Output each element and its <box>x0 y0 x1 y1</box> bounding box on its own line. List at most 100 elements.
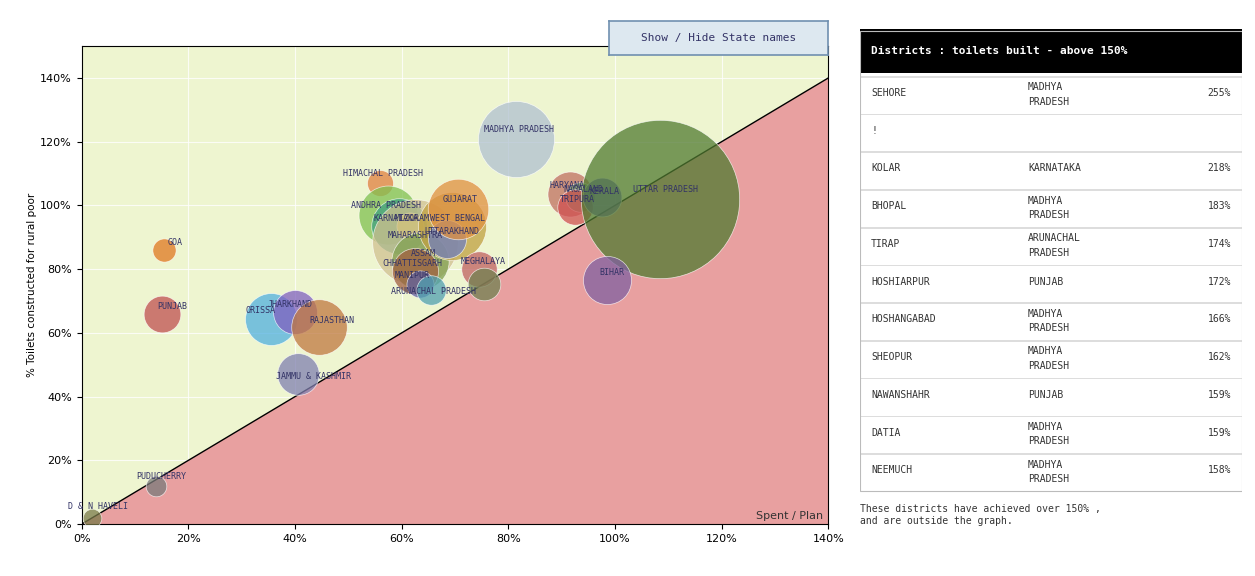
Text: MADHYA: MADHYA <box>1028 422 1063 432</box>
FancyBboxPatch shape <box>860 453 1242 455</box>
Text: RAJASTHAN: RAJASTHAN <box>310 316 355 325</box>
FancyBboxPatch shape <box>860 227 1242 229</box>
Text: !: ! <box>871 126 877 136</box>
Text: SEHORE: SEHORE <box>871 88 906 98</box>
Text: MADHYA: MADHYA <box>1028 347 1063 357</box>
Text: 158%: 158% <box>1207 465 1231 475</box>
Text: ASSAM: ASSAM <box>410 249 435 258</box>
Text: PUNJAB: PUNJAB <box>1028 276 1063 287</box>
Text: HIMACHAL PRADESH: HIMACHAL PRADESH <box>343 169 423 179</box>
Point <box>474 279 494 288</box>
Text: PRADESH: PRADESH <box>1028 474 1069 484</box>
Point <box>261 314 281 323</box>
Point <box>410 257 430 266</box>
Text: PUDUCHERRY: PUDUCHERRY <box>137 472 187 481</box>
FancyBboxPatch shape <box>860 189 1242 191</box>
FancyBboxPatch shape <box>860 340 1242 342</box>
Text: KARNATAKA: KARNATAKA <box>374 214 419 223</box>
Text: UTTAR PRADESH: UTTAR PRADESH <box>633 185 698 194</box>
Text: KERALA: KERALA <box>590 187 619 196</box>
Text: 174%: 174% <box>1207 239 1231 249</box>
Text: PUNJAB: PUNJAB <box>1028 390 1063 400</box>
Text: SHEOPUR: SHEOPUR <box>871 352 912 362</box>
Text: PRADESH: PRADESH <box>1028 361 1069 371</box>
Point <box>154 245 174 255</box>
Text: These districts have achieved over 150% ,
and are outside the graph.: These districts have achieved over 150% … <box>860 504 1101 526</box>
Text: 162%: 162% <box>1207 352 1231 362</box>
Y-axis label: % Toilets constructed for rural poor: % Toilets constructed for rural poor <box>28 193 38 377</box>
Text: NEEMUCH: NEEMUCH <box>871 465 912 475</box>
Text: JAMMU & KASHMIR: JAMMU & KASHMIR <box>276 372 351 381</box>
Point <box>565 202 585 211</box>
FancyBboxPatch shape <box>860 151 1242 153</box>
Text: 255%: 255% <box>1207 88 1231 98</box>
Point <box>437 234 457 244</box>
Text: PRADESH: PRADESH <box>1028 97 1069 107</box>
Point <box>591 193 611 202</box>
Text: ARUNACHAL: ARUNACHAL <box>1028 233 1081 243</box>
Point <box>650 195 670 204</box>
Text: KARNATAKA: KARNATAKA <box>1028 164 1081 173</box>
Point <box>285 308 305 317</box>
FancyBboxPatch shape <box>860 264 1242 266</box>
FancyBboxPatch shape <box>860 378 1242 380</box>
Text: 172%: 172% <box>1207 276 1231 287</box>
Text: 166%: 166% <box>1207 314 1231 324</box>
Text: NAWANSHAHR: NAWANSHAHR <box>871 390 930 400</box>
Text: MADHYA: MADHYA <box>1028 309 1063 319</box>
Point <box>287 370 307 379</box>
Text: Show / Hide State names: Show / Hide State names <box>641 33 796 43</box>
FancyBboxPatch shape <box>860 76 1242 78</box>
FancyBboxPatch shape <box>860 302 1242 304</box>
Text: Districts : toilets built - above 150%: Districts : toilets built - above 150% <box>871 46 1128 56</box>
FancyBboxPatch shape <box>860 29 1242 73</box>
Text: ARUNACHAL PRADESH: ARUNACHAL PRADESH <box>392 287 476 295</box>
Text: MADHYA PRADESH: MADHYA PRADESH <box>484 125 553 134</box>
Text: HOSHANGABAD: HOSHANGABAD <box>871 314 936 324</box>
Text: PUNJAB: PUNJAB <box>157 302 187 310</box>
Point <box>570 193 590 202</box>
Point <box>405 266 425 275</box>
Text: GUJARAT: GUJARAT <box>443 195 478 204</box>
Text: HOSHIARPUR: HOSHIARPUR <box>871 276 930 287</box>
Point <box>152 309 172 319</box>
Point <box>399 222 419 231</box>
Text: MADHYA: MADHYA <box>1028 460 1063 469</box>
Text: BIHAR: BIHAR <box>600 268 625 277</box>
Point <box>405 237 425 247</box>
Text: HARYANA: HARYANA <box>550 181 585 191</box>
Text: MADHYA: MADHYA <box>1028 82 1063 92</box>
Text: JHARKHAND: JHARKHAND <box>267 300 312 309</box>
Text: Spent / Plan: Spent / Plan <box>756 511 823 521</box>
Text: MEGHALAYA: MEGHALAYA <box>461 257 506 266</box>
Text: MIZORAM: MIZORAM <box>395 214 429 223</box>
Text: TRIPURA: TRIPURA <box>560 195 595 204</box>
Point <box>309 322 329 331</box>
Text: PRADESH: PRADESH <box>1028 323 1069 333</box>
Text: WEST BENGAL: WEST BENGAL <box>430 214 486 223</box>
Point <box>597 276 617 285</box>
Text: TIRAP: TIRAP <box>871 239 901 249</box>
Text: PRADESH: PRADESH <box>1028 248 1069 257</box>
Point <box>370 179 390 188</box>
Text: 159%: 159% <box>1207 390 1231 400</box>
Text: D & N HAVELI: D & N HAVELI <box>68 502 128 511</box>
Text: BHOPAL: BHOPAL <box>871 201 906 211</box>
FancyBboxPatch shape <box>860 113 1242 115</box>
Point <box>410 279 430 288</box>
Point <box>469 264 489 274</box>
Point <box>448 204 468 213</box>
Text: MADHYA: MADHYA <box>1028 195 1063 206</box>
Point <box>146 482 166 491</box>
Text: MAHARASHTRA: MAHARASHTRA <box>388 232 443 241</box>
Text: CHHATTISGARH: CHHATTISGARH <box>383 259 442 268</box>
Point <box>83 513 103 522</box>
Point <box>378 210 398 219</box>
Text: ANDHRA PRADESH: ANDHRA PRADESH <box>350 201 420 210</box>
Text: DATIA: DATIA <box>871 427 901 438</box>
Text: GOA: GOA <box>167 238 182 247</box>
Text: MANIPUR: MANIPUR <box>395 271 429 281</box>
Point <box>420 285 441 294</box>
Text: NAGALAND: NAGALAND <box>563 185 602 194</box>
FancyBboxPatch shape <box>860 416 1242 417</box>
